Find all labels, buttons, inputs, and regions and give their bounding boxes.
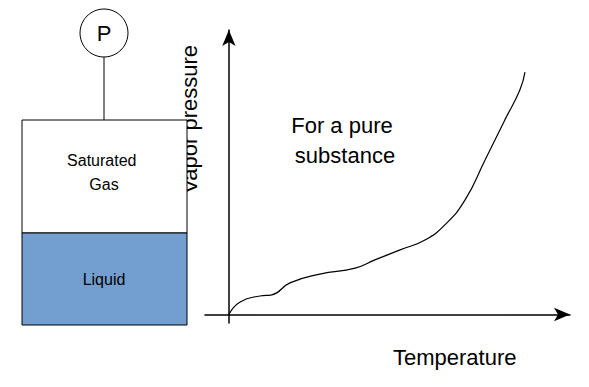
svg-text:For a pure: For a pure: [291, 113, 399, 138]
svg-text:substance: substance: [295, 143, 395, 168]
svg-text:Vapor pressure: Vapor pressure: [176, 45, 202, 194]
svg-text:Saturated: Saturated: [67, 152, 141, 169]
svg-text:Gas: Gas: [89, 176, 118, 193]
svg-text:Liquid: Liquid: [83, 271, 126, 288]
svg-text:P: P: [97, 21, 112, 46]
svg-text:Temperature: Temperature: [393, 345, 517, 370]
